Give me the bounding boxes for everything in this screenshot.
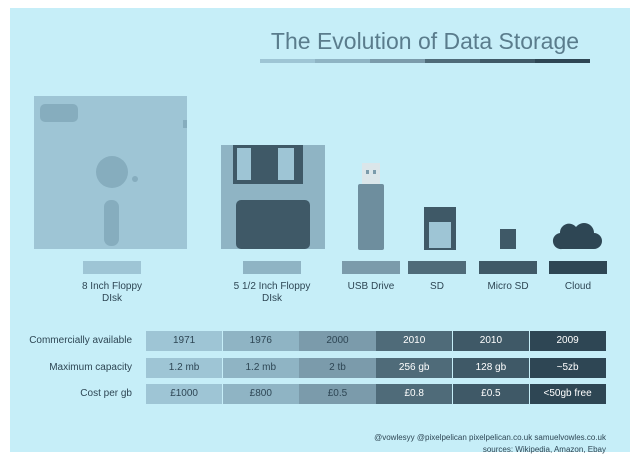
microsd-icon: [500, 229, 516, 249]
table-cell: 2000: [299, 331, 376, 351]
device-label: 8 Inch Floppy DIsk: [81, 281, 143, 304]
device-bar: [408, 261, 466, 274]
table-cell: <50gb free: [529, 384, 606, 404]
table-cell: ~5zb: [529, 358, 606, 378]
device-label: 5 1/2 Inch Floppy DIsk: [233, 281, 311, 304]
table-cell: £800: [222, 384, 299, 404]
row-label: Commercially available: [29, 335, 132, 346]
device-label: Micro SD: [487, 281, 529, 292]
table-cell: £0.5: [452, 384, 529, 404]
table-cell: 128 gb: [452, 358, 529, 378]
usb-icon: [358, 163, 384, 250]
device-bar: [243, 261, 301, 274]
device-label: SD: [430, 281, 444, 292]
device-label: Cloud: [564, 281, 592, 292]
table-cell: 2010: [452, 331, 529, 351]
table-cell: £0.8: [376, 384, 453, 404]
table-cell: 2 tb: [299, 358, 376, 378]
table-cell: £0.5: [299, 384, 376, 404]
device-bar: [479, 261, 537, 274]
sources: sources: Wikipedia, Amazon, Ebay: [482, 445, 606, 454]
table-cell: 1.2 mb: [222, 358, 299, 378]
table-cell: 256 gb: [376, 358, 453, 378]
device-bar: [342, 261, 400, 274]
title-underline: [260, 59, 590, 63]
floppy-8-icon: [34, 96, 187, 249]
sd-icon: [424, 207, 456, 250]
table-cell: 2010: [376, 331, 453, 351]
title: The Evolution of Data Storage: [270, 28, 580, 54]
cloud-icon: [552, 223, 602, 250]
row-label: Cost per gb: [80, 388, 132, 399]
table-cell: 1971: [146, 331, 223, 351]
table-cell: 2009: [529, 331, 606, 351]
table-cell: £1000: [146, 384, 223, 404]
row-label: Maximum capacity: [49, 362, 132, 373]
table-cell: 1.2 mb: [146, 358, 223, 378]
device-label: USB Drive: [347, 281, 395, 292]
table-cell: 1976: [222, 331, 299, 351]
device-bar: [83, 261, 141, 274]
floppy-5-icon: [221, 145, 325, 249]
device-bar: [549, 261, 607, 274]
credits: @vowlesyy @pixelpelican pixelpelican.co.…: [374, 433, 606, 442]
